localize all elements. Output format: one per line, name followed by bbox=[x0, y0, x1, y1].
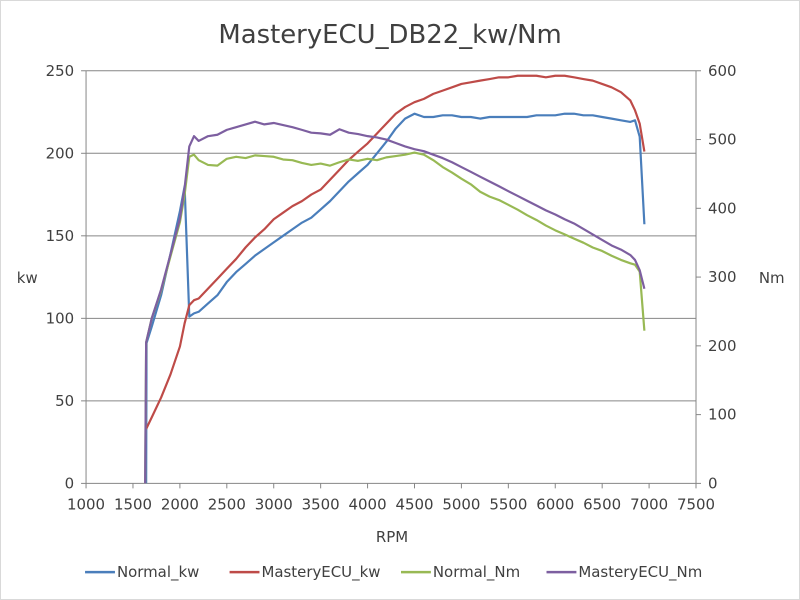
x-tick-label: 3500 bbox=[302, 495, 340, 513]
chart-title: MasteryECU_DB22_kw/Nm bbox=[218, 20, 561, 50]
y2-axis-label: Nm bbox=[759, 269, 785, 287]
series-lines bbox=[144, 74, 646, 484]
axes bbox=[81, 70, 701, 489]
y-tick-labels: 0 50 100 150 200 250 bbox=[46, 62, 75, 493]
y-tick-label: 0 bbox=[65, 474, 75, 492]
y2-tick-labels: 0 100 200 300 400 500 600 bbox=[708, 62, 737, 493]
x-tick-label: 7500 bbox=[677, 495, 715, 513]
x-tick-label: 7000 bbox=[630, 495, 668, 513]
x-tick-label: 3000 bbox=[255, 495, 293, 513]
x-tick-label: 1500 bbox=[114, 495, 152, 513]
y2-tick-label: 0 bbox=[708, 474, 718, 492]
y-tick-label: 200 bbox=[46, 144, 75, 162]
legend-label: Normal_Nm bbox=[433, 563, 520, 581]
legend: Normal_kw MasteryECU_kw Normal_Nm MasteryEC… bbox=[85, 563, 702, 581]
legend-label: Normal_kw bbox=[117, 563, 199, 581]
legend-label: MasteryECU_kw bbox=[261, 563, 380, 581]
legend-label: MasteryECU_Nm bbox=[578, 563, 702, 581]
x-tick-labels: 1000 1500 2000 2500 3000 3500 4000 4500 5000 5500… bbox=[67, 495, 715, 513]
y-tick-label: 250 bbox=[46, 62, 75, 80]
series-line-Normal_kw bbox=[145, 112, 646, 484]
x-tick-label: 4500 bbox=[395, 495, 433, 513]
x-tick-label: 2000 bbox=[161, 495, 199, 513]
y-axis-label: kw bbox=[17, 269, 38, 287]
x-tick-label: 6000 bbox=[536, 495, 574, 513]
x-axis-label: RPM bbox=[376, 528, 408, 546]
series-line-Normal_Nm bbox=[144, 151, 646, 484]
y-tick-label: 50 bbox=[55, 392, 74, 410]
gridlines bbox=[86, 70, 697, 484]
x-tick-label: 5500 bbox=[489, 495, 527, 513]
x-tick-label: 4000 bbox=[349, 495, 387, 513]
x-tick-label: 6500 bbox=[583, 495, 621, 513]
y2-tick-label: 500 bbox=[708, 131, 737, 149]
y-tick-label: 150 bbox=[46, 227, 75, 245]
y2-tick-label: 300 bbox=[708, 268, 737, 286]
y2-tick-label: 600 bbox=[708, 62, 737, 80]
x-tick-label: 2500 bbox=[208, 495, 246, 513]
x-tick-label: 1000 bbox=[67, 495, 105, 513]
y-tick-label: 100 bbox=[46, 309, 75, 327]
series-line-MasteryECU_Nm bbox=[144, 120, 646, 484]
y2-tick-label: 400 bbox=[708, 199, 737, 217]
y2-tick-label: 200 bbox=[708, 337, 737, 355]
series-line-MasteryECU_kw bbox=[145, 74, 646, 430]
x-tick-label: 5000 bbox=[442, 495, 480, 513]
y2-tick-label: 100 bbox=[708, 406, 737, 424]
